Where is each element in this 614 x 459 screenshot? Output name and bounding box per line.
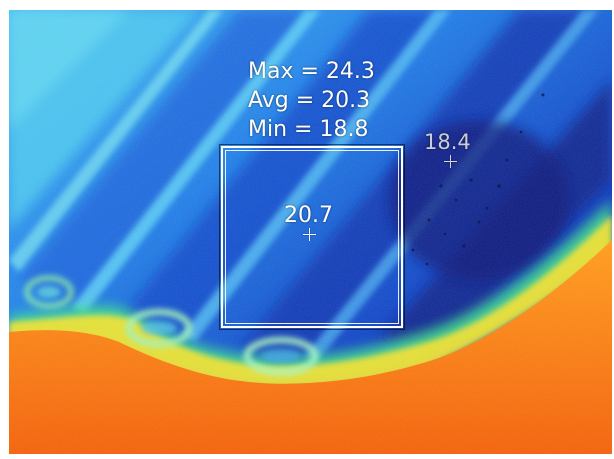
thermal-image[interactable] (9, 10, 612, 454)
crosshair-icon[interactable] (303, 228, 316, 241)
center-spot-value: 20.7 (284, 203, 333, 228)
measurement-box[interactable] (219, 144, 405, 330)
max-temperature-readout: Max = 24.3 (248, 59, 375, 84)
crosshair-icon[interactable] (444, 155, 457, 168)
min-temperature-readout: Min = 18.8 (248, 117, 369, 142)
secondary-spot-value: 18.4 (424, 130, 471, 154)
avg-temperature-readout: Avg = 20.3 (248, 88, 371, 113)
